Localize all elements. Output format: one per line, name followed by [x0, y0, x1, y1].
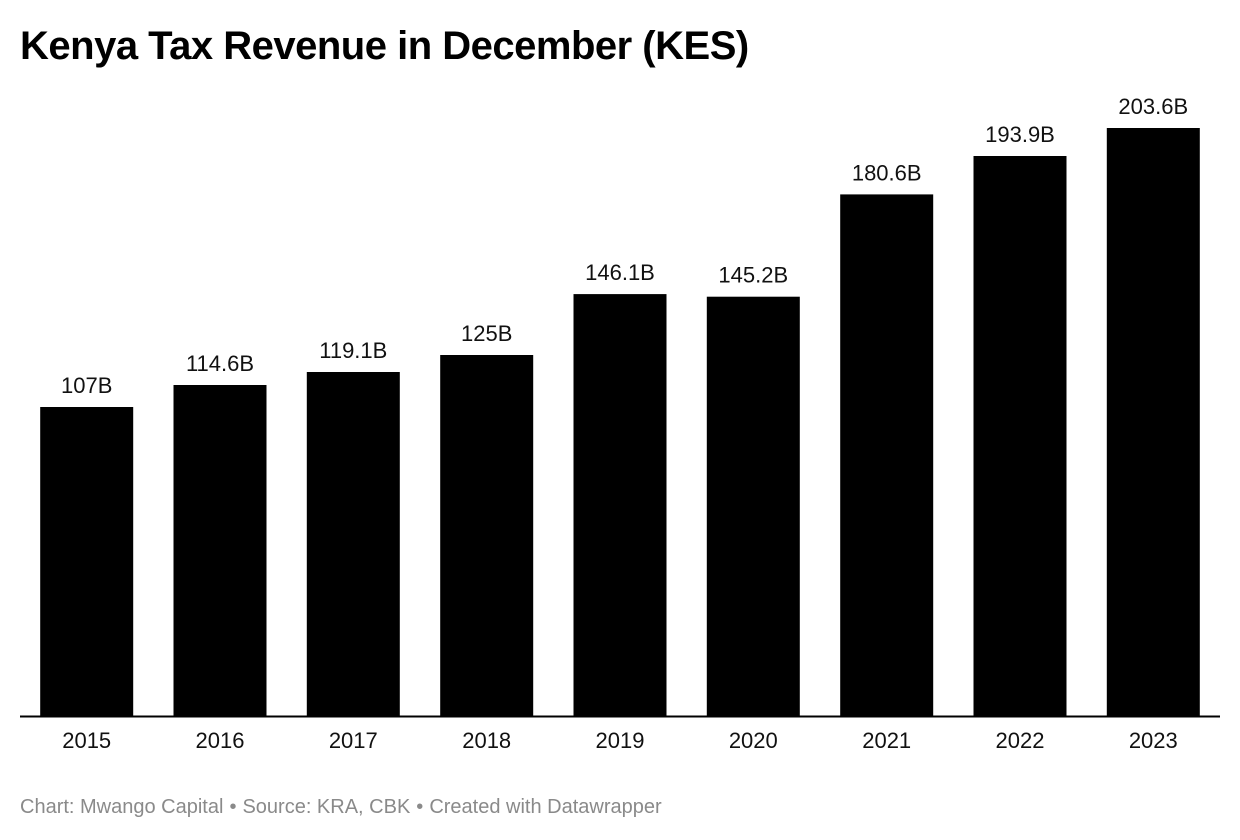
- bar-2016: [173, 385, 267, 716]
- chart-title: Kenya Tax Revenue in December (KES): [20, 24, 749, 68]
- data-label-2016: 114.6B: [186, 351, 254, 376]
- data-label-2019: 146.1B: [585, 260, 655, 285]
- value-labels-layer: 107B 114.6B 119.1B 125B 146.1B 145.2B 180.6B 19…: [61, 94, 1188, 398]
- data-label-2022: 193.9B: [985, 122, 1055, 147]
- x-tick-label-2018: 2018: [462, 728, 511, 753]
- bar-2017: [306, 372, 400, 716]
- bar-2015: [40, 407, 134, 716]
- bar-chart: 107B 114.6B 119.1B 125B 146.1B 145.2B 180.6B 19…: [20, 94, 1220, 753]
- x-tick-label-2017: 2017: [329, 728, 378, 753]
- bar-2019: [573, 294, 667, 716]
- created-with: Created with Datawrapper: [429, 796, 662, 818]
- chart-footer: Chart: Mwango Capital • Source: KRA, CBK • C…: [20, 794, 662, 820]
- x-tick-label-2015: 2015: [62, 728, 111, 753]
- footer-separator: •: [416, 796, 424, 818]
- x-tick-labels-layer: 2015 2016 2017 2018 2019 2020 2021 2022 2023: [62, 728, 1178, 753]
- x-tick-label-2016: 2016: [196, 728, 245, 753]
- data-label-2023: 203.6B: [1118, 94, 1188, 119]
- data-label-2017: 119.1B: [319, 338, 387, 363]
- bar-2020: [706, 296, 800, 716]
- chart-source: Source: KRA, CBK: [242, 796, 411, 818]
- bar-2023: [1106, 128, 1200, 716]
- x-tick-label-2019: 2019: [596, 728, 645, 753]
- data-label-2015: 107B: [61, 373, 112, 398]
- chart-credit: Chart: Mwango Capital: [20, 796, 224, 818]
- footer-separator: •: [229, 796, 237, 818]
- x-tick-label-2021: 2021: [862, 728, 911, 753]
- data-label-2020: 145.2B: [718, 263, 788, 288]
- x-tick-label-2020: 2020: [729, 728, 778, 753]
- data-label-2018: 125B: [461, 321, 512, 346]
- bars-layer: [40, 128, 1200, 716]
- bar-2021: [840, 194, 934, 716]
- x-tick-label-2023: 2023: [1129, 728, 1178, 753]
- bar-2018: [440, 355, 534, 716]
- x-tick-label-2022: 2022: [996, 728, 1045, 753]
- data-label-2021: 180.6B: [852, 160, 922, 185]
- bar-2022: [973, 156, 1067, 716]
